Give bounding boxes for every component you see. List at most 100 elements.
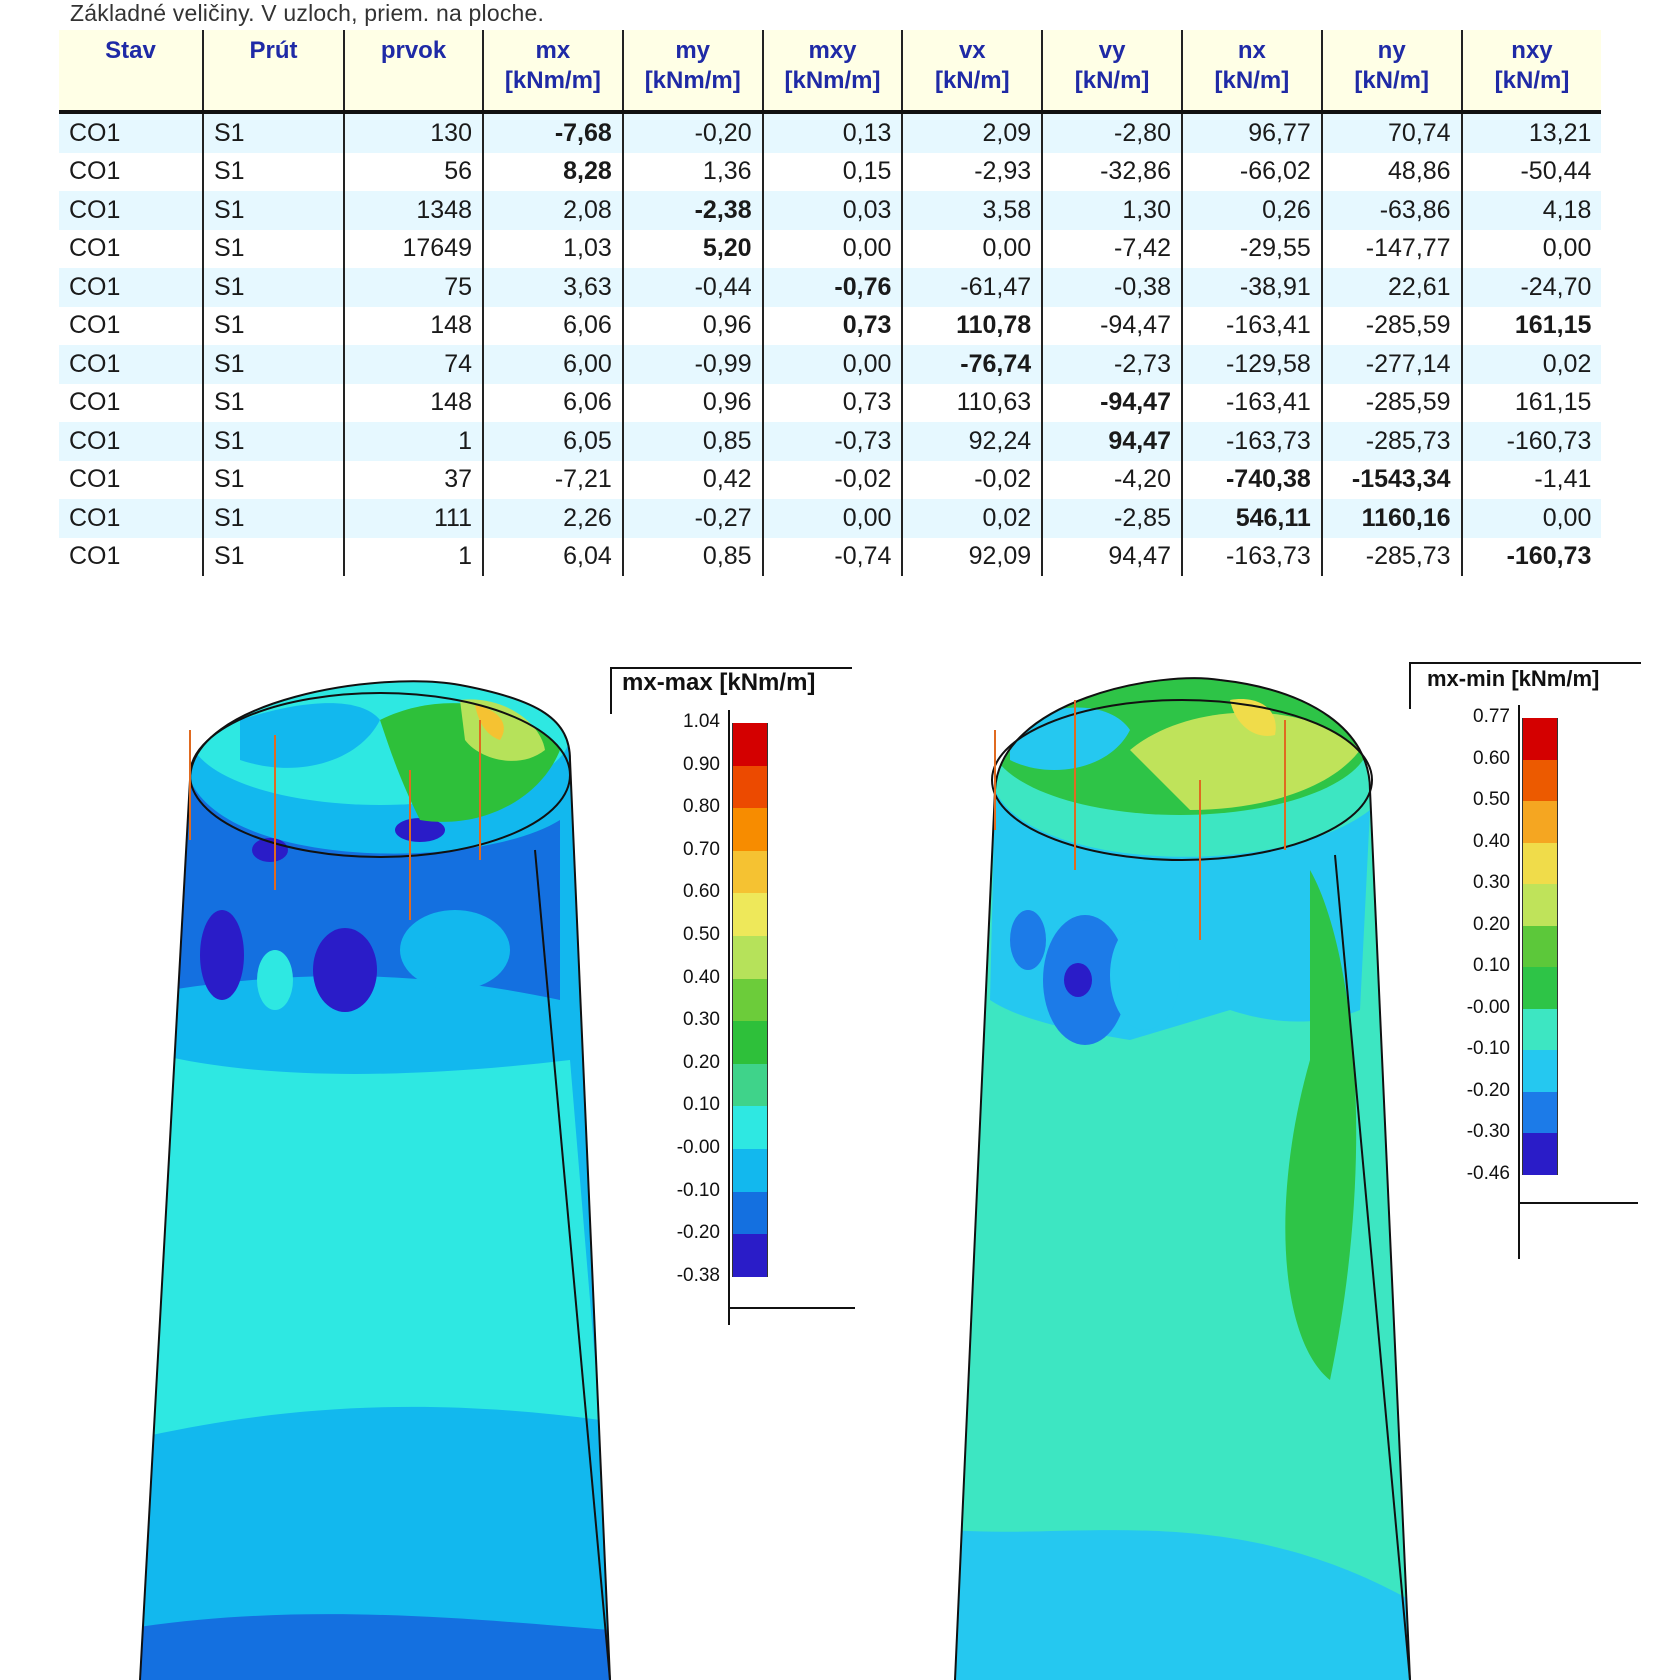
table-cell: -94,47 — [1041, 383, 1182, 422]
table-cell: 0,15 — [761, 152, 903, 191]
table-cell: 0,73 — [761, 383, 903, 422]
table-cell: -285,59 — [1320, 383, 1462, 422]
legend-color-band — [1522, 925, 1558, 967]
legend-tick-label: 0.60 — [1473, 747, 1510, 769]
legend-color-band — [732, 1191, 768, 1235]
table-row: CO1 S1 37 -7,21 0,42 -0,02 -0,02 -4,20 -740,38 -1… — [59, 460, 1602, 499]
legend-frame-bottom — [1518, 1202, 1638, 1204]
table-cell: CO1 — [59, 112, 203, 153]
table-cell: 0,00 — [761, 345, 903, 384]
table-cell: 0,00 — [1460, 499, 1602, 538]
table-cell: 48,86 — [1320, 152, 1462, 191]
table-cell: -7,68 — [482, 112, 623, 153]
table-cell: -163,73 — [1180, 537, 1322, 576]
table-row: CO1 S1 56 8,28 1,36 0,15 -2,93 -32,86 -66,02 48,8… — [59, 152, 1602, 191]
legend-color-band — [1522, 1091, 1558, 1133]
column-name: nxy — [1511, 37, 1553, 64]
table-cell: S1 — [202, 191, 344, 230]
column-header-6: vx [kN/m] — [901, 30, 1043, 112]
legend-color-band — [732, 1106, 768, 1149]
column-name: Prút — [249, 37, 298, 64]
legend-color-band — [1522, 967, 1558, 1009]
table-cell: 4,18 — [1460, 191, 1602, 230]
table-cell: CO1 — [69, 465, 121, 494]
table-cell: 1,30 — [1041, 191, 1182, 230]
legend-tick-label: -0.38 — [676, 1264, 720, 1286]
legend-tick-label: -0.30 — [1466, 1121, 1510, 1142]
legend-color-band — [732, 1149, 768, 1192]
table-cell: 0,13 — [761, 112, 903, 153]
column-header-0: Stav — [59, 30, 203, 112]
table-cell: S1 — [202, 268, 344, 307]
table-cell: 110,78 — [901, 306, 1043, 345]
table-cell: S1 — [202, 152, 344, 191]
table-cell: 148 — [343, 306, 483, 345]
table-cell: -163,41 — [1180, 306, 1322, 345]
column-unit: [kN/m] — [1074, 67, 1150, 94]
column-unit: [kN/m] — [1354, 67, 1430, 94]
table-cell: 1348 — [343, 191, 483, 230]
table-cell: -160,73 — [1460, 422, 1602, 461]
table-cell: 0,42 — [621, 460, 763, 499]
legend-tick-label: -0.46 — [1466, 1162, 1510, 1184]
column-name: mx — [535, 37, 571, 64]
column-name: vy — [1098, 37, 1126, 64]
table-cell: 1160,16 — [1320, 499, 1462, 538]
table-cell: -29,55 — [1180, 229, 1322, 268]
table-cell: -0,02 — [901, 460, 1043, 499]
legend-frame-bottom — [728, 1307, 855, 1309]
table-cell: 0,00 — [761, 229, 903, 268]
table-cell: 3,63 — [482, 268, 623, 307]
table-cell: 17649 — [343, 229, 483, 268]
legend-tick-label: 0.77 — [1473, 706, 1510, 727]
legend-color-band — [732, 1234, 768, 1277]
table-row: CO1 S1 75 3,63 -0,44 -0,76 -61,47 -0,38 -38,91 22… — [59, 268, 1602, 307]
column-header-5: mxy [kNm/m] — [761, 30, 903, 112]
table-cell: 161,15 — [1460, 383, 1602, 422]
table-cell: CO1 — [69, 388, 121, 417]
legend-tick-label: 0.90 — [683, 753, 720, 775]
column-header-4: my [kNm/m] — [621, 30, 763, 112]
table-cell: -277,14 — [1320, 345, 1462, 384]
table-cell: -7,42 — [1041, 229, 1182, 268]
table-cell: -0,38 — [1041, 268, 1182, 307]
table-row: CO1 S1 1 6,05 0,85 -0,73 92,24 94,47 -163,73 -285… — [59, 422, 1602, 461]
table-cell: S1 — [202, 306, 344, 345]
column-name: prvok — [380, 37, 447, 64]
table-cell: 0,00 — [1460, 229, 1602, 268]
column-header-10: nxy [kN/m] — [1460, 30, 1602, 112]
table-cell: -285,73 — [1320, 537, 1462, 576]
table-cell: -147,77 — [1320, 229, 1462, 268]
legend-tick-label: -0.10 — [1466, 1038, 1510, 1059]
table-cell: -50,44 — [1460, 152, 1602, 191]
table-cell: CO1 — [59, 499, 203, 538]
table-cell: S1 — [202, 537, 344, 576]
legend-tick-label: -0.20 — [1466, 1079, 1510, 1101]
legend-color-band — [732, 723, 768, 766]
legend-color-band — [732, 850, 768, 894]
column-header-1: Prút — [202, 30, 344, 112]
table-cell: S1 — [202, 229, 344, 268]
table-cell: S1 — [202, 112, 344, 153]
table-cell: 92,09 — [901, 537, 1043, 576]
column-name: my — [675, 37, 711, 64]
table-cell: -76,74 — [901, 345, 1043, 384]
table-cell: -129,58 — [1180, 345, 1322, 384]
table-row: CO1 S1 1348 2,08 -2,38 0,03 3,58 1,30 0,26 -63,86… — [59, 191, 1602, 230]
column-name: vx — [958, 37, 986, 64]
table-cell: 110,63 — [901, 383, 1043, 422]
table-cell: -94,47 — [1041, 306, 1182, 345]
table-row: CO1 S1 130 -7,68 -0,20 0,13 2,09 -2,80 96,77 70,7… — [59, 112, 1602, 153]
table-cell: -66,02 — [1180, 152, 1322, 191]
table-cell: CO1 — [59, 422, 203, 461]
legend-color-band — [732, 808, 768, 851]
column-header-2: prvok — [343, 30, 483, 112]
column-name: Stav — [105, 37, 156, 64]
table-cell: 0,26 — [1180, 191, 1322, 230]
legend-title: mx-max [kNm/m] — [622, 669, 816, 696]
table-cell: S1 — [202, 499, 344, 538]
table-cell: 0,73 — [761, 306, 903, 345]
table-cell: 3,58 — [901, 191, 1043, 230]
table-cell: 92,24 — [901, 422, 1043, 461]
table-cell: -0,73 — [761, 422, 903, 461]
